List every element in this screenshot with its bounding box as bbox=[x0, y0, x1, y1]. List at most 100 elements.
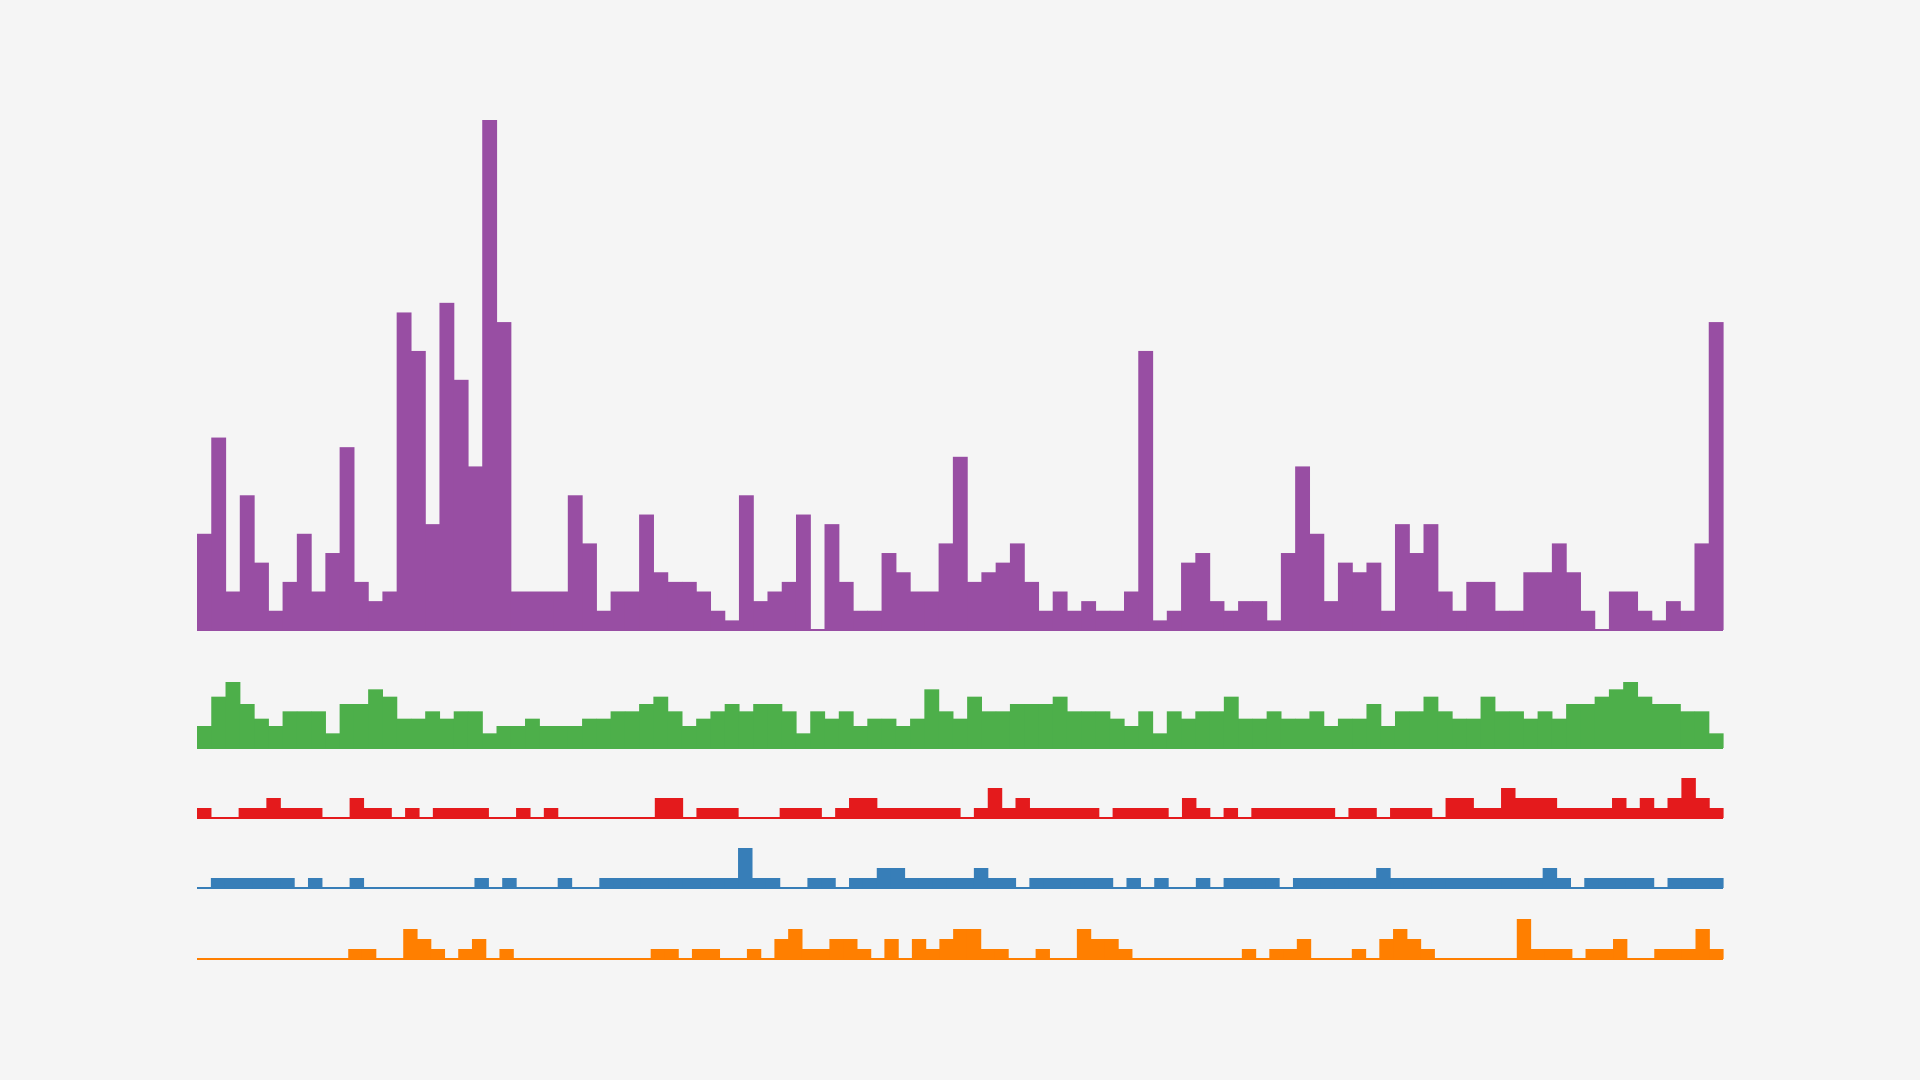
bar-orange bbox=[664, 949, 678, 959]
bar-purple bbox=[782, 582, 797, 630]
bar-red bbox=[1057, 808, 1071, 818]
bar-blue bbox=[1418, 878, 1432, 888]
bar-red bbox=[655, 798, 669, 818]
bar-red bbox=[1279, 808, 1293, 818]
bar-orange bbox=[802, 949, 816, 959]
bar-purple bbox=[397, 312, 412, 630]
bar-purple bbox=[1509, 611, 1524, 630]
bar-green bbox=[211, 697, 226, 748]
bar-red bbox=[516, 808, 530, 818]
bar-orange bbox=[774, 939, 788, 959]
bar-green bbox=[283, 711, 298, 748]
bar-red bbox=[1709, 808, 1723, 818]
bar-blue bbox=[669, 878, 683, 888]
bar-green bbox=[639, 704, 654, 748]
bar-red bbox=[294, 808, 308, 818]
bar-red bbox=[1043, 808, 1057, 818]
bar-orange bbox=[829, 939, 843, 959]
bar-green bbox=[782, 711, 797, 748]
bar-blue bbox=[1557, 878, 1571, 888]
bar-purple bbox=[1438, 592, 1453, 630]
bar-green bbox=[1138, 711, 1153, 748]
bar-green bbox=[1623, 682, 1638, 748]
bar-red bbox=[1557, 808, 1571, 818]
bar-purple bbox=[1053, 592, 1068, 630]
bar-green bbox=[1181, 719, 1196, 748]
bar-purple bbox=[867, 611, 882, 630]
bar-orange bbox=[1654, 949, 1668, 959]
bar-red bbox=[1570, 808, 1584, 818]
bar-green bbox=[924, 689, 939, 748]
bar-orange bbox=[1393, 929, 1407, 959]
bar-red bbox=[849, 798, 863, 818]
bar-orange bbox=[953, 929, 967, 959]
bar-green bbox=[1010, 704, 1025, 748]
bar-purple bbox=[582, 543, 597, 630]
bar-blue bbox=[1446, 878, 1460, 888]
bar-purple bbox=[910, 592, 925, 630]
bar-purple bbox=[311, 592, 326, 630]
bar-orange bbox=[1352, 949, 1366, 959]
bar-orange bbox=[981, 949, 995, 959]
bar-blue bbox=[1321, 878, 1335, 888]
bar-red bbox=[1224, 808, 1238, 818]
bar-green bbox=[454, 711, 469, 748]
bar-red bbox=[1293, 808, 1307, 818]
bar-orange bbox=[1531, 949, 1545, 959]
bar-blue bbox=[766, 878, 780, 888]
bar-purple bbox=[696, 592, 711, 630]
bar-purple bbox=[882, 553, 897, 630]
bar-purple bbox=[1224, 611, 1239, 630]
bar-red bbox=[946, 808, 960, 818]
bar-green bbox=[311, 711, 326, 748]
bar-green bbox=[625, 711, 640, 748]
bar-red bbox=[1126, 808, 1140, 818]
bar-red bbox=[1487, 808, 1501, 818]
bar-purple bbox=[539, 592, 554, 630]
series-purple bbox=[197, 120, 1724, 630]
bar-red bbox=[280, 808, 294, 818]
bar-orange bbox=[747, 949, 761, 959]
bar-purple bbox=[340, 447, 355, 630]
bar-blue bbox=[1307, 878, 1321, 888]
bar-green bbox=[1295, 719, 1310, 748]
bar-orange bbox=[1036, 949, 1050, 959]
bar-orange bbox=[994, 949, 1008, 959]
bar-purple bbox=[1324, 601, 1339, 630]
bar-red bbox=[1390, 808, 1404, 818]
bar-red bbox=[1307, 808, 1321, 818]
bar-purple bbox=[1409, 553, 1424, 630]
bar-blue bbox=[1237, 878, 1251, 888]
bar-purple bbox=[211, 438, 226, 630]
bar-red bbox=[197, 808, 211, 818]
bar-green bbox=[1637, 697, 1652, 748]
bar-blue bbox=[849, 878, 863, 888]
bar-green bbox=[425, 711, 440, 748]
bar-red bbox=[1654, 808, 1668, 818]
bar-green bbox=[696, 719, 711, 748]
bar-purple bbox=[896, 572, 911, 630]
bar-red bbox=[1446, 798, 1460, 818]
bar-green bbox=[1338, 719, 1353, 748]
bar-orange bbox=[1269, 949, 1283, 959]
bar-blue bbox=[502, 878, 516, 888]
bar-red bbox=[1348, 808, 1362, 818]
bar-green bbox=[1381, 726, 1396, 748]
bar-blue bbox=[266, 878, 280, 888]
bar-red bbox=[377, 808, 391, 818]
bar-purple bbox=[710, 611, 725, 630]
bar-purple bbox=[325, 553, 340, 630]
bar-blue bbox=[1487, 878, 1501, 888]
bar-purple bbox=[1309, 534, 1324, 630]
bar-blue bbox=[1154, 878, 1168, 888]
bar-purple bbox=[1452, 611, 1467, 630]
bar-purple bbox=[1138, 351, 1153, 630]
bar-purple bbox=[297, 534, 312, 630]
bar-orange bbox=[1091, 939, 1105, 959]
bar-green bbox=[1024, 704, 1039, 748]
bar-red bbox=[1695, 798, 1709, 818]
bar-purple bbox=[682, 582, 697, 630]
bar-green bbox=[1552, 719, 1567, 748]
bar-blue bbox=[1501, 878, 1515, 888]
bar-orange bbox=[417, 939, 431, 959]
